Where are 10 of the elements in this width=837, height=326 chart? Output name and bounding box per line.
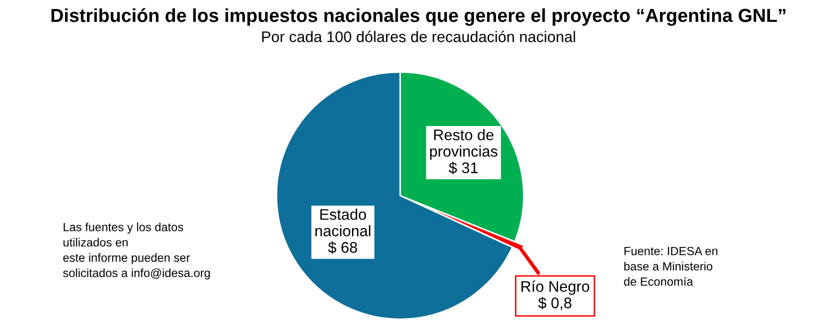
text: Las fuentes y los datos utilizados en este informe pueden ser solicitados a info@idesa.org: [63, 222, 210, 280]
chart-subtitle: Por cada 100 dólares de recaudación nacional: [262, 30, 576, 42]
source-note: Fuente: IDESA en base a Ministerio de Economía: [624, 246, 718, 286]
slice-label: Estado nacional: [315, 208, 370, 236]
slice-label: Resto de provincias: [430, 129, 498, 160]
data-label: $ 31: [448, 162, 478, 174]
data-label: $ 68: [328, 241, 358, 254]
slice-label: Río Negro: [521, 280, 590, 295]
chart-title: Distribución de los impuestos nacionales que genere el proyecto “Argentina GNL”: [51, 8, 786, 26]
data-label: $ 0,8: [538, 296, 572, 310]
